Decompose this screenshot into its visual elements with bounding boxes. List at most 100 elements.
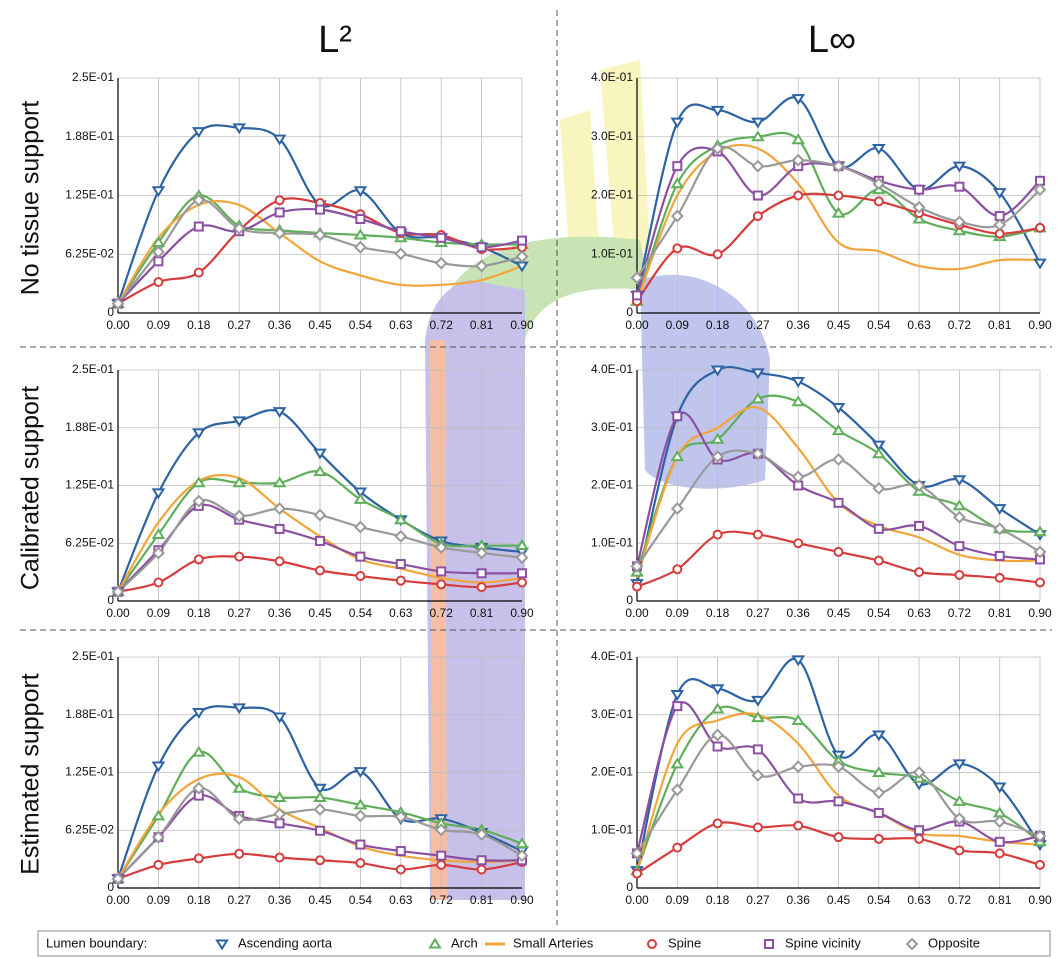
y-tick-label: 4.0E-01 — [591, 362, 633, 376]
marker — [353, 228, 368, 240]
marker — [751, 117, 765, 129]
x-tick-label: 0.45 — [827, 893, 851, 907]
marker — [315, 565, 325, 576]
marker — [315, 204, 325, 215]
x-tick-label: 0.45 — [308, 893, 332, 907]
marker — [871, 766, 886, 777]
marker — [476, 855, 487, 866]
x-tick-label: 0.90 — [510, 606, 534, 620]
marker — [752, 529, 763, 540]
marker — [1033, 183, 1047, 197]
marker — [993, 522, 1007, 536]
marker — [831, 424, 846, 436]
x-tick-label: 0.00 — [625, 606, 649, 620]
marker — [476, 582, 487, 593]
marker — [272, 712, 287, 724]
y-tick-label: 2.0E-01 — [591, 478, 633, 492]
marker — [395, 846, 406, 857]
marker — [394, 810, 408, 824]
marker — [151, 830, 165, 844]
y-tick-label: 1.0E-01 — [591, 822, 633, 836]
y-tick-label: 6.25E-02 — [65, 535, 114, 549]
x-tick-label: 0.18 — [187, 893, 211, 907]
y-tick-label: 1.88E-01 — [65, 420, 114, 434]
y-tick-label: 2.0E-01 — [591, 765, 633, 779]
marker — [515, 250, 529, 264]
legend-label: Spine vicinity — [785, 935, 861, 950]
marker — [914, 520, 925, 531]
x-tick-label: 0.90 — [1028, 606, 1052, 620]
marker — [232, 123, 247, 135]
legend-label: Spine — [668, 935, 701, 950]
marker — [712, 818, 723, 829]
marker — [751, 695, 765, 707]
marker — [954, 181, 965, 192]
x-tick-label: 0.27 — [746, 318, 770, 332]
x-tick-label: 0.09 — [147, 318, 171, 332]
marker — [831, 206, 846, 218]
marker — [954, 541, 965, 552]
marker — [833, 832, 844, 843]
x-tick-label: 0.72 — [948, 606, 972, 620]
x-tick-label: 0.18 — [706, 606, 730, 620]
marker — [1033, 545, 1047, 559]
marker — [872, 786, 886, 800]
marker — [952, 224, 967, 236]
marker — [751, 130, 765, 142]
marker — [914, 825, 925, 836]
marker — [234, 848, 245, 859]
x-tick-label: 0.72 — [948, 893, 972, 907]
marker — [994, 836, 1005, 847]
marker — [476, 242, 487, 253]
marker — [232, 509, 246, 523]
marker — [476, 864, 487, 875]
x-tick-label: 0.90 — [1028, 318, 1052, 332]
x-tick-label: 0.90 — [1028, 893, 1052, 907]
x-tick-label: 0.36 — [268, 318, 292, 332]
legend-swatch — [647, 939, 657, 949]
x-tick-label: 0.72 — [430, 318, 454, 332]
series-line — [635, 131, 1041, 302]
x-tick-label: 0.90 — [510, 318, 534, 332]
legend-label: Small Arteries — [513, 935, 594, 950]
x-tick-label: 0.63 — [389, 606, 413, 620]
marker — [791, 395, 806, 407]
marker — [670, 690, 685, 701]
marker — [151, 186, 166, 198]
marker — [712, 249, 723, 260]
x-tick-label: 0.27 — [228, 606, 252, 620]
series-line — [635, 712, 1041, 872]
marker — [791, 133, 806, 145]
series-line — [635, 657, 1041, 871]
marker — [912, 200, 926, 214]
x-tick-label: 0.81 — [470, 606, 494, 620]
marker — [353, 492, 368, 504]
marker — [111, 585, 125, 599]
marker — [313, 465, 327, 477]
x-tick-label: 0.00 — [625, 893, 649, 907]
marker — [1035, 222, 1045, 233]
y-tick-label: 6.25E-02 — [65, 822, 114, 836]
marker — [791, 377, 806, 388]
marker — [395, 226, 406, 237]
marker — [791, 714, 806, 726]
x-tick-label: 0.54 — [349, 606, 373, 620]
y-tick-label: 0 — [107, 305, 114, 319]
x-tick-label: 0.72 — [430, 606, 454, 620]
legend-title: Lumen boundary: — [46, 935, 147, 950]
marker — [191, 707, 206, 719]
x-tick-label: 0.54 — [349, 318, 373, 332]
marker — [710, 105, 725, 117]
x-tick-label: 0.00 — [106, 893, 130, 907]
y-tick-label: 2.5E-01 — [72, 362, 114, 376]
marker — [515, 551, 529, 564]
marker — [517, 568, 527, 579]
y-tick-label: 6.25E-02 — [65, 246, 114, 260]
marker — [151, 245, 165, 259]
series-line — [635, 406, 1041, 579]
x-tick-label: 0.45 — [827, 318, 851, 332]
y-tick-label: 3.0E-01 — [591, 707, 633, 721]
marker — [315, 535, 325, 546]
marker — [632, 868, 642, 879]
marker — [193, 221, 204, 232]
